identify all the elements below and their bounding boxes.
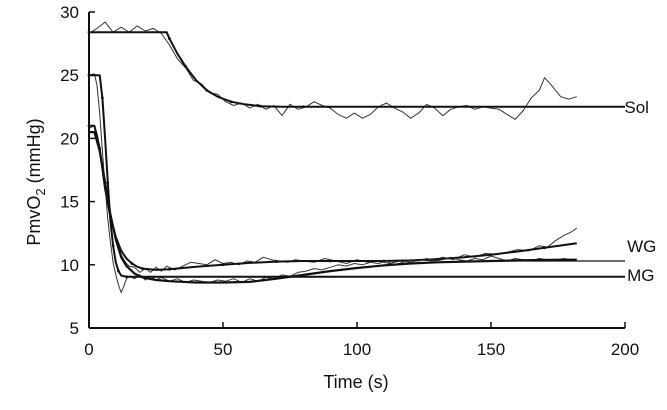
x-tick-label: 50	[214, 340, 233, 359]
y-tick-label: 25	[60, 66, 79, 85]
series-wg-raw-line	[88, 125, 578, 273]
series-wg-point	[221, 263, 225, 267]
series-sol-point	[168, 37, 171, 40]
series-label-sol: Sol	[624, 98, 649, 117]
series-wg-point	[168, 267, 171, 271]
y-axis-label-unit: (mmHg)	[24, 118, 44, 188]
series-sol-point	[302, 105, 305, 109]
series-wg-point	[328, 259, 332, 263]
series-sol-point	[229, 100, 233, 104]
series-mg-raw-line	[88, 73, 572, 294]
series-sol-fit-line	[89, 31, 625, 108]
series-label-wg: WG	[627, 237, 656, 256]
x-tick-label: 0	[84, 340, 93, 359]
series-sol-point	[259, 104, 262, 108]
series-wg-point	[543, 246, 546, 250]
series-wg-fit-line	[89, 124, 577, 271]
series-wg-point	[130, 262, 134, 265]
y-axis-label-subscript: 2	[33, 188, 48, 195]
x-tick-label: 150	[477, 340, 505, 359]
series-mg-point	[111, 244, 115, 248]
series-mg-fit2-line	[89, 131, 577, 284]
y-tick-label: 5	[70, 319, 79, 338]
series-mg-point	[125, 275, 128, 279]
series-mg-point	[106, 181, 110, 185]
series-label-mg: MG	[627, 266, 654, 285]
y-tick-label: 30	[60, 3, 79, 22]
series-mg-point	[101, 96, 104, 100]
x-axis-label: Time (s)	[323, 372, 388, 392]
series-sol-point	[184, 64, 187, 68]
series-wg-point	[436, 257, 439, 261]
series-sol-point	[205, 88, 209, 92]
series-wg-point	[489, 253, 493, 257]
x-tick-label: 200	[611, 340, 639, 359]
series-mg-fit-line	[89, 74, 625, 278]
y-tick-label: 10	[60, 256, 79, 275]
y-axis-label: PmvO2 (mmHg)	[24, 118, 48, 245]
series-sol-raw-line	[88, 21, 577, 120]
x-tick-label: 100	[343, 340, 371, 359]
axes: 0 50 100 150 200 5 10 15 20 25 30	[60, 3, 639, 359]
plot-area: Sol WG MG	[87, 21, 656, 294]
series-wg-point	[275, 260, 278, 264]
y-tick-label: 15	[60, 193, 79, 212]
y-tick-label: 20	[60, 129, 79, 148]
series-mg-point	[117, 269, 120, 273]
series-wg-point	[141, 267, 145, 270]
